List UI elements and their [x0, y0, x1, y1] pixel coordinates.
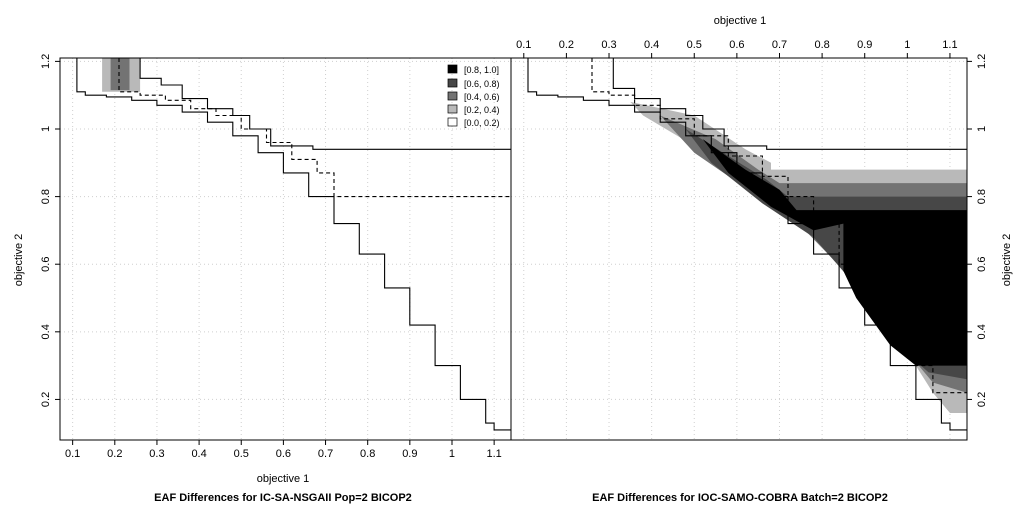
y-tick-label: 0.4 [976, 324, 988, 339]
x-tick-label: 0.7 [318, 448, 333, 460]
y-tick-label: 0.6 [976, 257, 988, 272]
eaf-region [110, 58, 130, 91]
attainment-line-median [118, 58, 511, 198]
right-attainment-lines [527, 58, 967, 431]
y-tick-label: 0.6 [40, 257, 52, 272]
x-tick-label: 0.6 [276, 448, 291, 460]
x-tick-label: 0.4 [191, 448, 206, 460]
left-eaf-regions [102, 58, 141, 92]
legend-label: [0.4, 0.6) [464, 92, 500, 102]
x-tick-label: 0.3 [149, 448, 164, 460]
x-tick-label: 0.9 [402, 448, 417, 460]
x-tick-label: 0.7 [772, 39, 787, 51]
left-panel: 0.1 0.2 0.3 0.4 0.5 0.6 0.7 0.8 0.9 1 1.1 0.20.40.… [13, 54, 511, 504]
left-y-ticks: 0.2 0.4 0.6 0.8 1 1.2 [40, 54, 60, 407]
legend-label: [0.0, 0.2) [464, 118, 500, 128]
right-y-ticks: 0.2 0.4 0.6 0.8 1 1.2 [967, 54, 988, 407]
x-tick-label: 0.6 [729, 39, 744, 51]
left-panel-title: EAF Differences for IC-SA-NSGAII Pop=2 B… [154, 492, 412, 504]
x-tick-label: 0.8 [814, 39, 829, 51]
legend-swatch [447, 91, 458, 101]
x-tick-label: 0.5 [687, 39, 702, 51]
y-tick-label: 1 [40, 126, 52, 132]
y-tick-label: 0.2 [976, 392, 988, 407]
right-panel-title: EAF Differences for IOC-SAMO-COBRA Batch… [592, 492, 888, 504]
left-attainment-lines [76, 58, 511, 431]
attainment-line-best [527, 58, 967, 431]
right-plot-frame [510, 57, 968, 441]
legend-swatch [447, 104, 458, 114]
attainment-line-best [76, 58, 511, 431]
legend-entry: [0.8, 1.0] [447, 64, 499, 75]
x-tick-label: 1 [904, 39, 910, 51]
x-tick-label: 1 [449, 448, 455, 460]
right-x-ticks: 0.1 0.2 0.3 0.4 0.5 0.6 0.7 0.8 0.9 1 1.1 [516, 39, 958, 58]
x-tick-label: 0.4 [644, 39, 659, 51]
right-x-axis-label: objective 1 [714, 15, 767, 27]
x-tick-label: 0.2 [559, 39, 574, 51]
x-tick-label: 0.1 [516, 39, 531, 51]
legend-label: [0.6, 0.8) [464, 79, 500, 89]
attainment-line-worst [139, 58, 511, 150]
y-tick-label: 1 [976, 126, 988, 132]
y-tick-label: 0.2 [40, 392, 52, 407]
attainment-line-worst [612, 58, 967, 150]
x-tick-label: 0.2 [107, 448, 122, 460]
x-tick-label: 0.3 [601, 39, 616, 51]
x-tick-label: 1.1 [486, 448, 501, 460]
right-panel: 0.1 0.2 0.3 0.4 0.5 0.6 0.7 0.8 0.9 1 1.1 0.20.40.… [511, 15, 1013, 504]
y-tick-label: 0.4 [40, 324, 52, 339]
left-y-axis-label: objective 2 [13, 234, 25, 287]
legend-swatch [447, 64, 458, 74]
x-tick-label: 0.9 [857, 39, 872, 51]
legend-entry: [0.0, 0.2) [447, 117, 500, 128]
eaf-region [630, 101, 967, 414]
right-y-axis-label: objective 2 [1001, 234, 1013, 287]
left-x-axis-label: objective 1 [257, 473, 310, 485]
y-tick-label: 1.2 [976, 54, 988, 69]
attainment-line-median [591, 58, 967, 394]
left-x-ticks: 0.1 0.2 0.3 0.4 0.5 0.6 0.7 0.8 0.9 1 1.1 [65, 440, 502, 460]
y-tick-label: 1.2 [40, 54, 52, 69]
legend-entry: [0.4, 0.6) [447, 91, 500, 102]
legend-entry: [0.6, 0.8) [447, 78, 500, 89]
x-tick-label: 0.8 [360, 448, 375, 460]
eaf-region [702, 139, 967, 366]
legend-label: [0.2, 0.4) [464, 105, 500, 115]
legend-swatch [447, 117, 458, 127]
legend-entry: [0.2, 0.4) [447, 104, 500, 115]
x-tick-label: 0.1 [65, 448, 80, 460]
x-tick-label: 1.1 [942, 39, 957, 51]
legend-swatch [447, 78, 458, 88]
y-tick-label: 0.8 [976, 189, 988, 204]
y-tick-label: 0.8 [40, 189, 52, 204]
x-tick-label: 0.5 [234, 448, 249, 460]
legend-label: [0.8, 1.0] [464, 65, 499, 75]
legend: [0.8, 1.0] [0.6, 0.8) [0.4, 0.6) [0.2, 0… [447, 64, 500, 128]
